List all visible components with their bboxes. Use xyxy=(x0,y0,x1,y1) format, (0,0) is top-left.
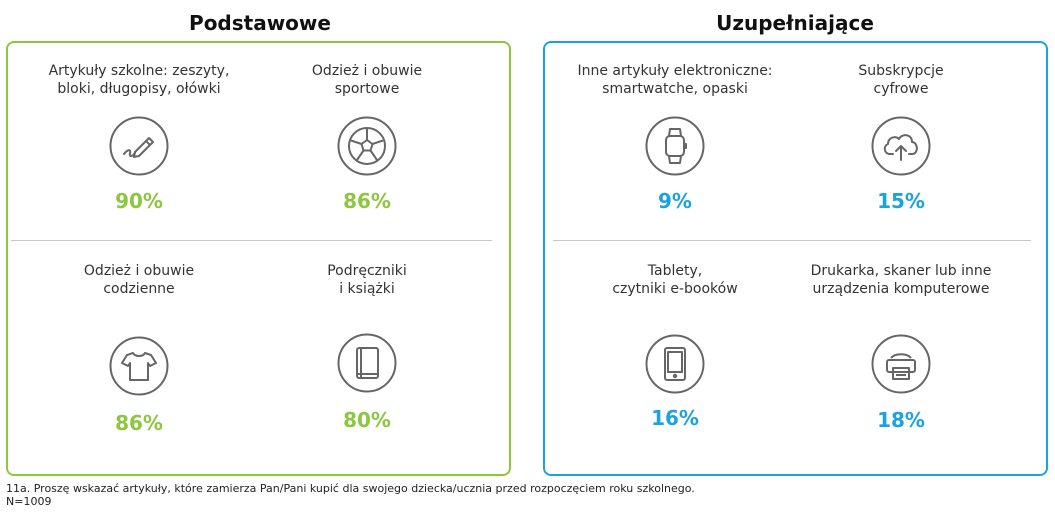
divider xyxy=(11,240,492,241)
footnote-sample: N=1009 xyxy=(6,495,52,508)
footnote-question: 11a. Proszę wskazać artykuły, które zami… xyxy=(6,482,695,495)
book-icon xyxy=(337,333,397,393)
item-value: 18% xyxy=(877,408,925,432)
cloud-upload-icon xyxy=(871,116,931,176)
item-label: Drukarka, skaner lub inne urządzenia kom… xyxy=(810,263,992,297)
item-value: 15% xyxy=(877,189,925,213)
item-value: 86% xyxy=(115,411,163,435)
item-value: 16% xyxy=(651,406,699,430)
section-title-supplementary: Uzupełniające xyxy=(716,11,874,35)
tablet-icon xyxy=(645,334,705,394)
item-label: Podręczniki i książki xyxy=(327,263,407,297)
item-label: Tablety, czytniki e-booków xyxy=(612,263,738,297)
item-value: 86% xyxy=(343,189,391,213)
smartwatch-icon xyxy=(645,116,705,176)
printer-icon xyxy=(871,334,931,394)
item-value: 90% xyxy=(115,189,163,213)
section-title-basic: Podstawowe xyxy=(189,11,331,35)
item-label: Odzież i obuwie sportowe xyxy=(311,63,423,97)
panel-basic: Artykuły szkolne: zeszyty, bloki, długop… xyxy=(6,41,511,476)
item-value: 80% xyxy=(343,408,391,432)
panel-supplementary: Inne artykuły elektroniczne: smartwatche… xyxy=(543,41,1048,476)
item-value: 9% xyxy=(658,189,692,213)
item-label: Odzież i obuwie codzienne xyxy=(83,263,195,297)
item-label: Artykuły szkolne: zeszyty, bloki, długop… xyxy=(48,63,230,97)
tshirt-icon xyxy=(109,336,169,396)
item-label: Inne artykuły elektroniczne: smartwatche… xyxy=(577,63,773,97)
football-icon xyxy=(337,116,397,176)
footnote: 11a. Proszę wskazać artykuły, które zami… xyxy=(6,482,1046,508)
pencil-icon xyxy=(109,116,169,176)
item-label: Subskrypcje cyfrowe xyxy=(858,63,944,97)
divider xyxy=(553,240,1031,241)
